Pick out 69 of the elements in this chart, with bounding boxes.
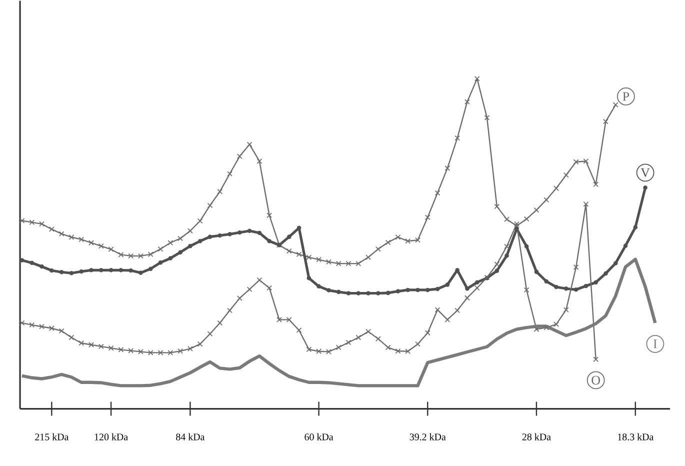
point [563,307,569,313]
point [524,287,530,293]
point [434,307,440,313]
point [296,328,302,334]
point [168,350,174,356]
point [108,345,114,351]
point [494,262,500,268]
point [504,244,510,250]
x-tick-label: 60 kDa [304,433,334,440]
point [29,322,35,328]
point [19,320,25,326]
point [395,348,401,354]
series-label: I [654,340,657,348]
point [148,350,154,356]
point [178,348,183,354]
point [375,336,381,342]
point [385,344,391,350]
point [336,344,342,350]
point [366,328,371,334]
point [68,334,74,340]
x-tick-label: 39.2 kDa [410,433,446,440]
point [227,308,232,314]
point [474,285,480,291]
point [138,349,144,354]
point [266,285,272,291]
series-label: P [622,92,630,101]
point [39,324,44,330]
x-tick-label: 28 kDa [522,433,551,440]
point [405,348,411,354]
point [88,342,94,348]
x-tick-label: 18.3 kDa [618,433,654,440]
point [534,326,540,332]
point [217,320,223,326]
point [58,328,64,334]
point [326,349,332,354]
series-label: O [592,376,600,385]
point [98,344,104,350]
point [464,295,470,301]
point [48,326,54,332]
point [544,324,550,330]
point [207,331,213,337]
point [356,334,362,340]
point [256,277,262,283]
point [593,356,599,362]
x-tick-label: 120 kDa [94,433,128,440]
point [187,346,193,352]
point [583,202,589,207]
point [415,341,420,347]
point [246,286,252,292]
point [316,348,322,354]
point [454,308,460,314]
point [197,341,203,347]
point [514,221,520,227]
point [444,317,450,322]
point [306,346,312,352]
point [573,264,579,270]
point [236,296,242,302]
point [554,322,559,328]
point [286,317,292,322]
series-label: V [640,168,650,178]
x-tick-label: 84 kDa [176,433,205,440]
point [78,340,84,346]
point [118,347,124,353]
point [158,350,164,356]
point [128,348,134,354]
point [424,330,430,336]
point [276,317,282,322]
x-tick-label: 215 kDa [35,433,69,440]
point [346,340,352,346]
